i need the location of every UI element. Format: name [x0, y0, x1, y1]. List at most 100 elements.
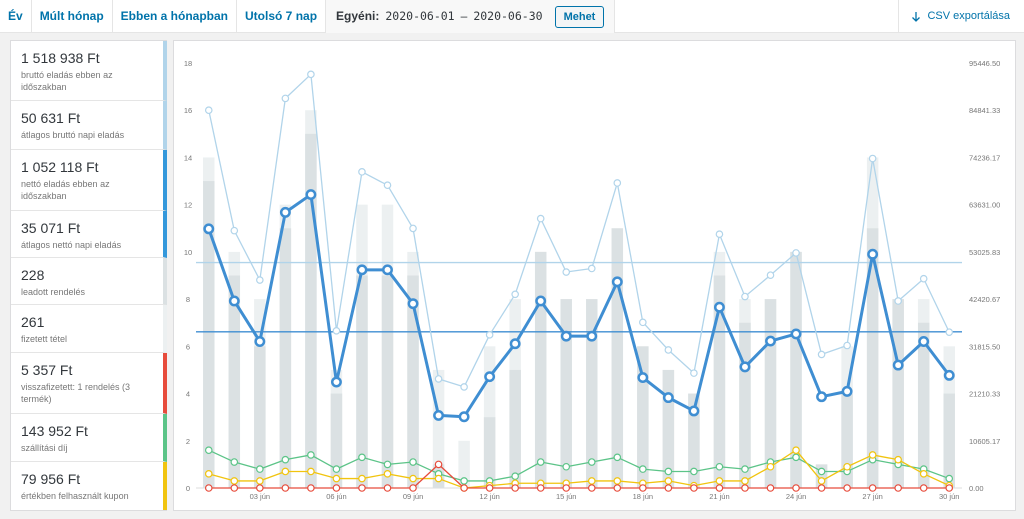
- y-right-tick-label: 95446.50: [969, 59, 1000, 68]
- point-coupons: [230, 477, 239, 485]
- point-gross-sales: [434, 375, 443, 383]
- bar-orders-placed: [381, 275, 394, 488]
- point-net-sales: [407, 298, 419, 310]
- csv-export-link[interactable]: CSV exportálása: [898, 0, 1024, 33]
- point-gross-sales: [843, 341, 851, 350]
- y-left-tick-label: 14: [184, 153, 192, 162]
- point-refunds: [945, 484, 954, 492]
- legend-amount: 261: [21, 314, 45, 330]
- tab-year[interactable]: Év: [0, 0, 32, 33]
- bar-orders-placed: [917, 322, 930, 488]
- legend-orders-placed[interactable]: 228 leadott rendelés: [11, 258, 167, 305]
- y-left-tick-label: 18: [184, 59, 192, 68]
- legend-amount: 228: [21, 267, 45, 283]
- point-gross-sales: [664, 346, 673, 354]
- point-net-sales: [867, 248, 879, 260]
- csv-export-label: CSV exportálása: [927, 10, 1010, 22]
- point-gross-sales: [485, 331, 494, 339]
- point-net-sales: [356, 264, 368, 276]
- legend-amount: 143 952 Ft: [21, 423, 88, 439]
- point-shipping: [613, 453, 622, 462]
- point-refunds: [664, 484, 673, 492]
- point-net-sales: [433, 409, 445, 421]
- legend-shipping[interactable]: 143 952 Ft szállítási díj: [11, 414, 167, 462]
- point-gross-sales: [613, 179, 622, 187]
- point-net-sales: [739, 361, 751, 373]
- point-gross-sales: [868, 154, 877, 163]
- point-net-sales: [203, 223, 215, 235]
- point-net-sales: [943, 369, 955, 381]
- point-gross-sales: [766, 271, 775, 279]
- point-net-sales: [637, 372, 649, 384]
- bar-orders-placed: [764, 299, 777, 488]
- point-coupons: [256, 477, 264, 485]
- point-net-sales: [535, 295, 547, 307]
- point-net-sales: [688, 405, 700, 417]
- tab-last-month[interactable]: Múlt hónap: [32, 0, 113, 33]
- point-shipping: [562, 462, 571, 471]
- point-gross-sales: [332, 327, 341, 335]
- point-gross-sales: [562, 268, 571, 276]
- y-right-tick-label: 74236.17: [969, 153, 1000, 162]
- go-button[interactable]: Mehet: [554, 5, 605, 28]
- point-net-sales: [484, 371, 496, 383]
- tab-this-month[interactable]: Ebben a hónapban: [113, 0, 238, 33]
- point-coupons: [281, 467, 290, 476]
- y-right-tick-label: 53025.83: [969, 248, 1000, 257]
- point-net-sales: [586, 330, 598, 342]
- point-gross-sales: [741, 292, 749, 301]
- legend-items-purchased[interactable]: 261 fizetett tétel: [11, 305, 167, 353]
- point-gross-sales: [919, 274, 928, 283]
- chart-area: 0 2 4 6 8 10 12 14 16 18 0.00 10605.17 21210.33 31815…: [173, 40, 1016, 511]
- point-refunds: [766, 484, 775, 492]
- point-refunds: [434, 460, 443, 469]
- legend-coupons[interactable]: 79 956 Ft értékben felhasznált kupon: [11, 462, 167, 510]
- bar-orders-placed: [586, 299, 598, 488]
- point-gross-sales: [256, 276, 264, 284]
- point-net-sales: [765, 335, 776, 347]
- legend-description: leadott rendelés: [21, 287, 86, 297]
- point-net-sales: [509, 338, 521, 350]
- line-net-sales: [207, 193, 951, 419]
- y-left-tick-label: 16: [184, 106, 192, 115]
- point-shipping: [817, 467, 826, 476]
- point-gross-sales: [358, 168, 366, 176]
- point-refunds: [485, 484, 494, 492]
- point-coupons: [204, 470, 213, 478]
- legend-avg-gross-daily[interactable]: 50 631 Ft átlagos bruttó napi eladás: [11, 101, 167, 150]
- tab-custom-range: Egyéni: 2020-06-01 – 2020-06-30 Mehet: [326, 0, 616, 33]
- point-coupons: [383, 470, 392, 478]
- legend-description: átlagos bruttó napi eladás: [21, 130, 125, 140]
- y-left-tick-label: 10: [184, 248, 192, 257]
- y-right-tick-label: 42420.67: [969, 295, 1000, 304]
- bar-orders-placed: [509, 369, 521, 488]
- point-gross-sales: [511, 290, 519, 299]
- legend-avg-net-daily[interactable]: 35 071 Ft átlagos nettó napi eladás: [11, 211, 167, 258]
- date-to-input[interactable]: 2020-06-30: [473, 9, 543, 23]
- point-net-sales: [918, 336, 930, 347]
- point-refunds: [460, 484, 468, 492]
- legend-refunded[interactable]: 5 357 Ft visszafizetett: 1 rendelés (3 te…: [11, 353, 167, 414]
- bar-orders-placed: [407, 275, 419, 488]
- point-gross-sales: [460, 383, 468, 391]
- point-coupons: [307, 467, 315, 476]
- point-gross-sales: [307, 70, 315, 79]
- tab-last-7-days[interactable]: Utolsó 7 nap: [237, 0, 327, 33]
- point-refunds: [562, 484, 571, 492]
- legend-net-sales[interactable]: 1 052 118 Ft nettó eladás ebben az idősza…: [11, 150, 167, 211]
- point-refunds: [256, 484, 264, 492]
- x-tick-label: 03 jún: [250, 492, 270, 501]
- point-refunds: [715, 484, 724, 492]
- y-left-tick-label: 4: [186, 390, 190, 399]
- bar-orders-placed: [254, 346, 266, 488]
- point-shipping: [358, 453, 366, 462]
- point-shipping: [639, 465, 647, 473]
- point-gross-sales: [792, 249, 800, 257]
- y-left-tick-label: 8: [186, 295, 190, 304]
- point-refunds: [690, 484, 698, 492]
- x-tick-label: 21 jún: [709, 492, 729, 501]
- legend-gross-sales[interactable]: 1 518 938 Ft bruttó eladás ebben az idősz…: [11, 41, 167, 101]
- x-tick-label: 12 jún: [479, 492, 499, 501]
- date-from-input[interactable]: 2020-06-01: [385, 9, 455, 23]
- bar-orders-placed: [305, 133, 317, 488]
